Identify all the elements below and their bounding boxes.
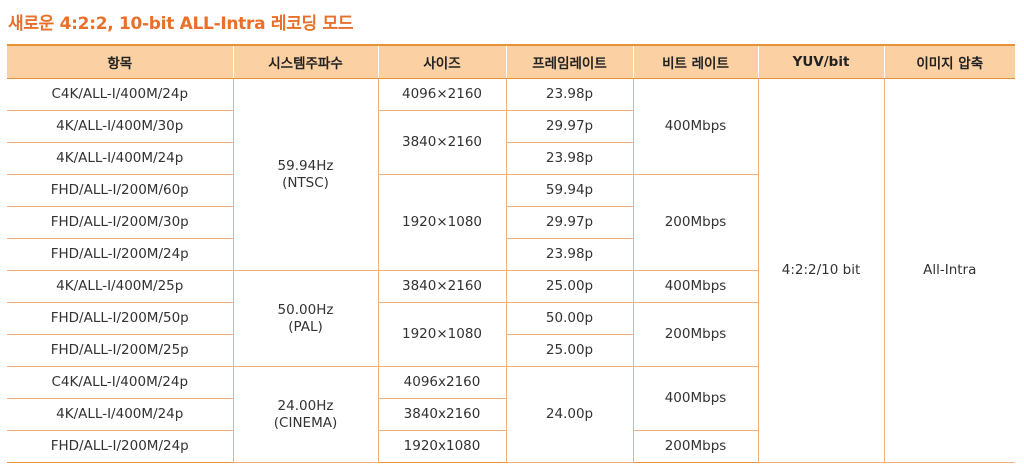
table-row: FHD/ALL-I/200M/50p 1920×1080 50.00p 200M… [7,302,1015,367]
table-row: C4K/ALL-I/400M/24p 59.94Hz (NTSC) 4096×2… [7,78,1015,463]
table-row: FHD/ALL-I/200M/24p 1920x1080 200Mbps [7,430,1015,463]
system-frequency-cinema: 24.00Hz (CINEMA) [232,366,379,463]
header-frame-rate: 프레임레이트 [505,44,634,79]
size-cell: 1920×1080 [377,174,507,271]
frequency-value: 24.00Hz [277,397,334,414]
item-cell: FHD/ALL-I/200M/25p [7,334,234,367]
frequency-label: (PAL) [288,318,323,335]
table-header-row: 항목 시스템주파수 사이즈 프레임레이트 비트 레이트 YUV/bit 이미지 … [7,44,1015,79]
table-row: FHD/ALL-I/200M/30p 29.97p [7,206,1015,239]
table-row: FHD/ALL-I/200M/24p 23.98p [7,238,1015,271]
table-row: FHD/ALL-I/200M/25p 25.00p [7,334,1015,367]
page-title: 새로운 4:2:2, 10-bit ALL-Intra 레코딩 모드 [8,14,354,34]
item-cell: 4K/ALL-I/400M/30p [7,110,234,143]
item-cell: 4K/ALL-I/400M/25p [7,270,234,303]
system-frequency-ntsc: 59.94Hz (NTSC) [232,78,379,271]
item-cell: C4K/ALL-I/400M/24p [7,366,234,399]
yuv-bit-cell: 4:2:2/10 bit [757,78,885,463]
frame-rate-cell: 24.00p [505,366,634,463]
frame-rate-cell: 50.00p [505,302,634,335]
frame-rate-cell: 25.00p [505,334,633,367]
table-row: 4K/ALL-I/400M/30p 3840×2160 29.97p [7,110,1015,175]
recording-mode-table: 항목 시스템주파수 사이즈 프레임레이트 비트 레이트 YUV/bit 이미지 … [7,44,1015,463]
item-cell: FHD/ALL-I/200M/30p [7,206,234,239]
size-cell: 4096×2160 [377,78,507,111]
bit-rate-cell: 200Mbps [632,302,758,367]
size-cell: 1920×1080 [377,302,507,367]
size-cell: 3840×2160 [377,110,507,175]
item-cell: FHD/ALL-I/200M/24p [7,238,234,271]
table-row: FHD/ALL-I/200M/60p 1920×1080 59.94p 200M… [7,174,1015,271]
frame-rate-cell: 23.98p [505,142,633,175]
item-cell: FHD/ALL-I/200M/50p [7,302,234,335]
bit-rate-cell: 200Mbps [632,174,758,271]
bit-rate-cell: 400Mbps [632,366,758,431]
frame-rate-cell: 29.97p [505,206,633,239]
item-cell: 4K/ALL-I/400M/24p [7,142,234,175]
item-cell: FHD/ALL-I/200M/24p [7,430,234,463]
header-compression: 이미지 압축 [883,44,1015,79]
frame-rate-cell: 29.97p [505,110,633,143]
header-bit-rate: 비트 레이트 [632,44,759,79]
frequency-value: 59.94Hz [277,157,334,174]
table-row: 4K/ALL-I/400M/24p 23.98p [7,142,1015,175]
bit-rate-cell: 200Mbps [632,430,758,463]
bit-rate-cell: 400Mbps [632,270,758,303]
item-cell: FHD/ALL-I/200M/60p [7,174,234,207]
header-system-frequency: 시스템주파수 [232,44,379,79]
frequency-label: (CINEMA) [273,414,338,431]
item-cell: C4K/ALL-I/400M/24p [7,78,234,111]
frequency-value: 50.00Hz [277,301,334,318]
size-cell: 3840×2160 [377,270,507,303]
header-size: 사이즈 [377,44,507,79]
header-yuv-bit: YUV/bit [757,44,885,79]
compression-cell: All-Intra [883,78,1015,463]
size-cell: 1920x1080 [377,430,507,463]
frame-rate-cell: 23.98p [505,78,634,111]
table-row: C4K/ALL-I/400M/24p 24.00Hz (CINEMA) 4096… [7,366,1015,463]
item-cell: 4K/ALL-I/400M/24p [7,398,234,431]
frequency-label: (NTSC) [282,174,329,191]
bit-rate-cell: 400Mbps [632,78,759,175]
header-item: 항목 [7,44,234,79]
size-cell: 4096x2160 [377,366,507,399]
frame-rate-cell: 25.00p [505,270,634,303]
frame-rate-cell: 59.94p [505,174,634,207]
frame-rate-cell: 23.98p [505,238,633,271]
system-frequency-pal: 50.00Hz (PAL) [232,270,379,367]
size-cell: 3840x2160 [377,398,506,431]
